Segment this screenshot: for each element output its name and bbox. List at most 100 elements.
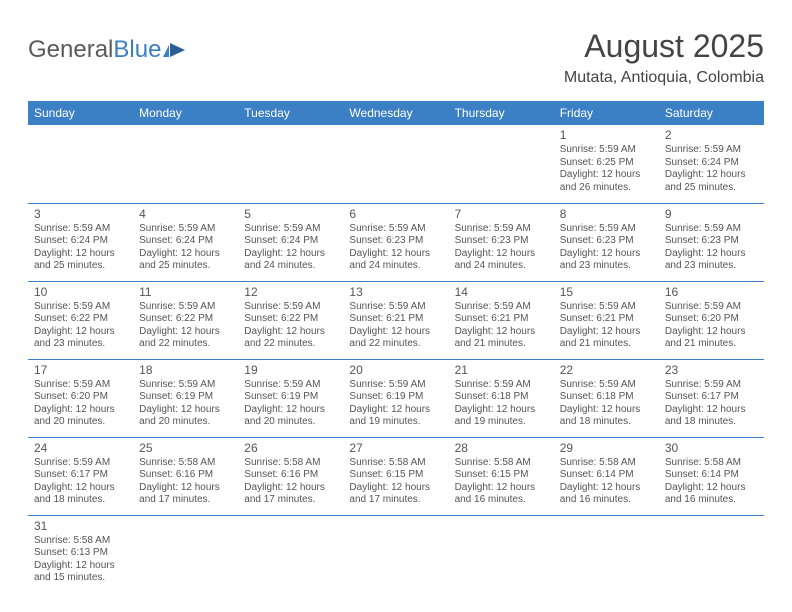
day-number: 24 xyxy=(34,441,127,456)
calendar-header-row: SundayMondayTuesdayWednesdayThursdayFrid… xyxy=(28,101,764,125)
cell-text: Daylight: 12 hours xyxy=(349,482,442,495)
day-number: 5 xyxy=(244,207,337,222)
cell-text: Sunrise: 5:59 AM xyxy=(560,223,653,236)
day-number: 23 xyxy=(665,363,758,378)
cell-text: and 16 minutes. xyxy=(455,494,548,507)
calendar-cell: 30Sunrise: 5:58 AMSunset: 6:14 PMDayligh… xyxy=(659,437,764,515)
calendar-cell: 15Sunrise: 5:59 AMSunset: 6:21 PMDayligh… xyxy=(554,281,659,359)
cell-text: Daylight: 12 hours xyxy=(455,248,548,261)
day-header: Tuesday xyxy=(238,101,343,125)
cell-text: and 20 minutes. xyxy=(139,416,232,429)
day-header: Friday xyxy=(554,101,659,125)
calendar-cell xyxy=(133,125,238,203)
cell-text: Sunrise: 5:59 AM xyxy=(244,223,337,236)
cell-text: Sunset: 6:22 PM xyxy=(34,313,127,326)
cell-text: Sunset: 6:21 PM xyxy=(560,313,653,326)
calendar-cell: 6Sunrise: 5:59 AMSunset: 6:23 PMDaylight… xyxy=(343,203,448,281)
day-header: Saturday xyxy=(659,101,764,125)
page-title: August 2025 xyxy=(564,28,764,65)
cell-text: and 23 minutes. xyxy=(560,260,653,273)
calendar-cell: 27Sunrise: 5:58 AMSunset: 6:15 PMDayligh… xyxy=(343,437,448,515)
day-number: 12 xyxy=(244,285,337,300)
cell-text: Sunrise: 5:59 AM xyxy=(560,301,653,314)
cell-text: Daylight: 12 hours xyxy=(34,404,127,417)
cell-text: Daylight: 12 hours xyxy=(34,248,127,261)
logo-blue-text: Blue xyxy=(113,36,161,64)
calendar-cell: 7Sunrise: 5:59 AMSunset: 6:23 PMDaylight… xyxy=(449,203,554,281)
day-number: 22 xyxy=(560,363,653,378)
day-number: 15 xyxy=(560,285,653,300)
cell-text: Daylight: 12 hours xyxy=(560,404,653,417)
calendar-cell xyxy=(28,125,133,203)
cell-text: Sunset: 6:22 PM xyxy=(139,313,232,326)
calendar-cell: 3Sunrise: 5:59 AMSunset: 6:24 PMDaylight… xyxy=(28,203,133,281)
cell-text: Daylight: 12 hours xyxy=(349,248,442,261)
cell-text: and 23 minutes. xyxy=(34,338,127,351)
location-subtitle: Mutata, Antioquia, Colombia xyxy=(564,69,764,87)
day-number: 16 xyxy=(665,285,758,300)
calendar-cell xyxy=(133,515,238,593)
cell-text: Sunset: 6:24 PM xyxy=(244,235,337,248)
cell-text: Daylight: 12 hours xyxy=(665,169,758,182)
calendar-cell: 14Sunrise: 5:59 AMSunset: 6:21 PMDayligh… xyxy=(449,281,554,359)
calendar-cell: 9Sunrise: 5:59 AMSunset: 6:23 PMDaylight… xyxy=(659,203,764,281)
cell-text: Sunrise: 5:58 AM xyxy=(455,457,548,470)
day-number: 17 xyxy=(34,363,127,378)
cell-text: and 17 minutes. xyxy=(139,494,232,507)
cell-text: and 19 minutes. xyxy=(455,416,548,429)
cell-text: Sunset: 6:24 PM xyxy=(665,157,758,170)
cell-text: and 25 minutes. xyxy=(139,260,232,273)
cell-text: Sunset: 6:13 PM xyxy=(34,547,127,560)
cell-text: and 19 minutes. xyxy=(349,416,442,429)
cell-text: Sunrise: 5:59 AM xyxy=(665,379,758,392)
cell-text: Daylight: 12 hours xyxy=(560,482,653,495)
calendar-cell: 24Sunrise: 5:59 AMSunset: 6:17 PMDayligh… xyxy=(28,437,133,515)
calendar-cell: 5Sunrise: 5:59 AMSunset: 6:24 PMDaylight… xyxy=(238,203,343,281)
calendar-cell: 13Sunrise: 5:59 AMSunset: 6:21 PMDayligh… xyxy=(343,281,448,359)
cell-text: Sunrise: 5:59 AM xyxy=(455,379,548,392)
cell-text: Sunrise: 5:59 AM xyxy=(349,301,442,314)
cell-text: Sunset: 6:24 PM xyxy=(34,235,127,248)
day-number: 19 xyxy=(244,363,337,378)
cell-text: Daylight: 12 hours xyxy=(244,482,337,495)
cell-text: and 24 minutes. xyxy=(244,260,337,273)
cell-text: Sunrise: 5:59 AM xyxy=(349,223,442,236)
cell-text: and 15 minutes. xyxy=(34,572,127,585)
cell-text: and 21 minutes. xyxy=(455,338,548,351)
calendar-cell: 31Sunrise: 5:58 AMSunset: 6:13 PMDayligh… xyxy=(28,515,133,593)
calendar-week-row: 3Sunrise: 5:59 AMSunset: 6:24 PMDaylight… xyxy=(28,203,764,281)
cell-text: Sunrise: 5:59 AM xyxy=(34,301,127,314)
cell-text: Sunrise: 5:58 AM xyxy=(139,457,232,470)
cell-text: Sunrise: 5:59 AM xyxy=(139,379,232,392)
calendar-cell: 11Sunrise: 5:59 AMSunset: 6:22 PMDayligh… xyxy=(133,281,238,359)
cell-text: Sunset: 6:23 PM xyxy=(560,235,653,248)
cell-text: and 22 minutes. xyxy=(139,338,232,351)
cell-text: Daylight: 12 hours xyxy=(665,404,758,417)
calendar-cell: 8Sunrise: 5:59 AMSunset: 6:23 PMDaylight… xyxy=(554,203,659,281)
cell-text: and 24 minutes. xyxy=(455,260,548,273)
calendar-cell: 25Sunrise: 5:58 AMSunset: 6:16 PMDayligh… xyxy=(133,437,238,515)
cell-text: Daylight: 12 hours xyxy=(455,326,548,339)
cell-text: and 18 minutes. xyxy=(560,416,653,429)
cell-text: Daylight: 12 hours xyxy=(665,482,758,495)
cell-text: Daylight: 12 hours xyxy=(139,482,232,495)
day-number: 30 xyxy=(665,441,758,456)
calendar-cell: 18Sunrise: 5:59 AMSunset: 6:19 PMDayligh… xyxy=(133,359,238,437)
calendar-cell: 29Sunrise: 5:58 AMSunset: 6:14 PMDayligh… xyxy=(554,437,659,515)
calendar-cell: 4Sunrise: 5:59 AMSunset: 6:24 PMDaylight… xyxy=(133,203,238,281)
calendar-cell xyxy=(449,515,554,593)
cell-text: Daylight: 12 hours xyxy=(139,326,232,339)
cell-text: Sunrise: 5:58 AM xyxy=(560,457,653,470)
calendar-cell: 20Sunrise: 5:59 AMSunset: 6:19 PMDayligh… xyxy=(343,359,448,437)
calendar-cell: 2Sunrise: 5:59 AMSunset: 6:24 PMDaylight… xyxy=(659,125,764,203)
calendar-cell xyxy=(343,125,448,203)
calendar-table: SundayMondayTuesdayWednesdayThursdayFrid… xyxy=(28,101,764,593)
cell-text: and 24 minutes. xyxy=(349,260,442,273)
cell-text: Sunrise: 5:59 AM xyxy=(665,144,758,157)
calendar-cell: 17Sunrise: 5:59 AMSunset: 6:20 PMDayligh… xyxy=(28,359,133,437)
day-number: 29 xyxy=(560,441,653,456)
cell-text: Sunrise: 5:59 AM xyxy=(244,301,337,314)
cell-text: and 22 minutes. xyxy=(244,338,337,351)
cell-text: Daylight: 12 hours xyxy=(244,404,337,417)
cell-text: Sunrise: 5:59 AM xyxy=(665,301,758,314)
